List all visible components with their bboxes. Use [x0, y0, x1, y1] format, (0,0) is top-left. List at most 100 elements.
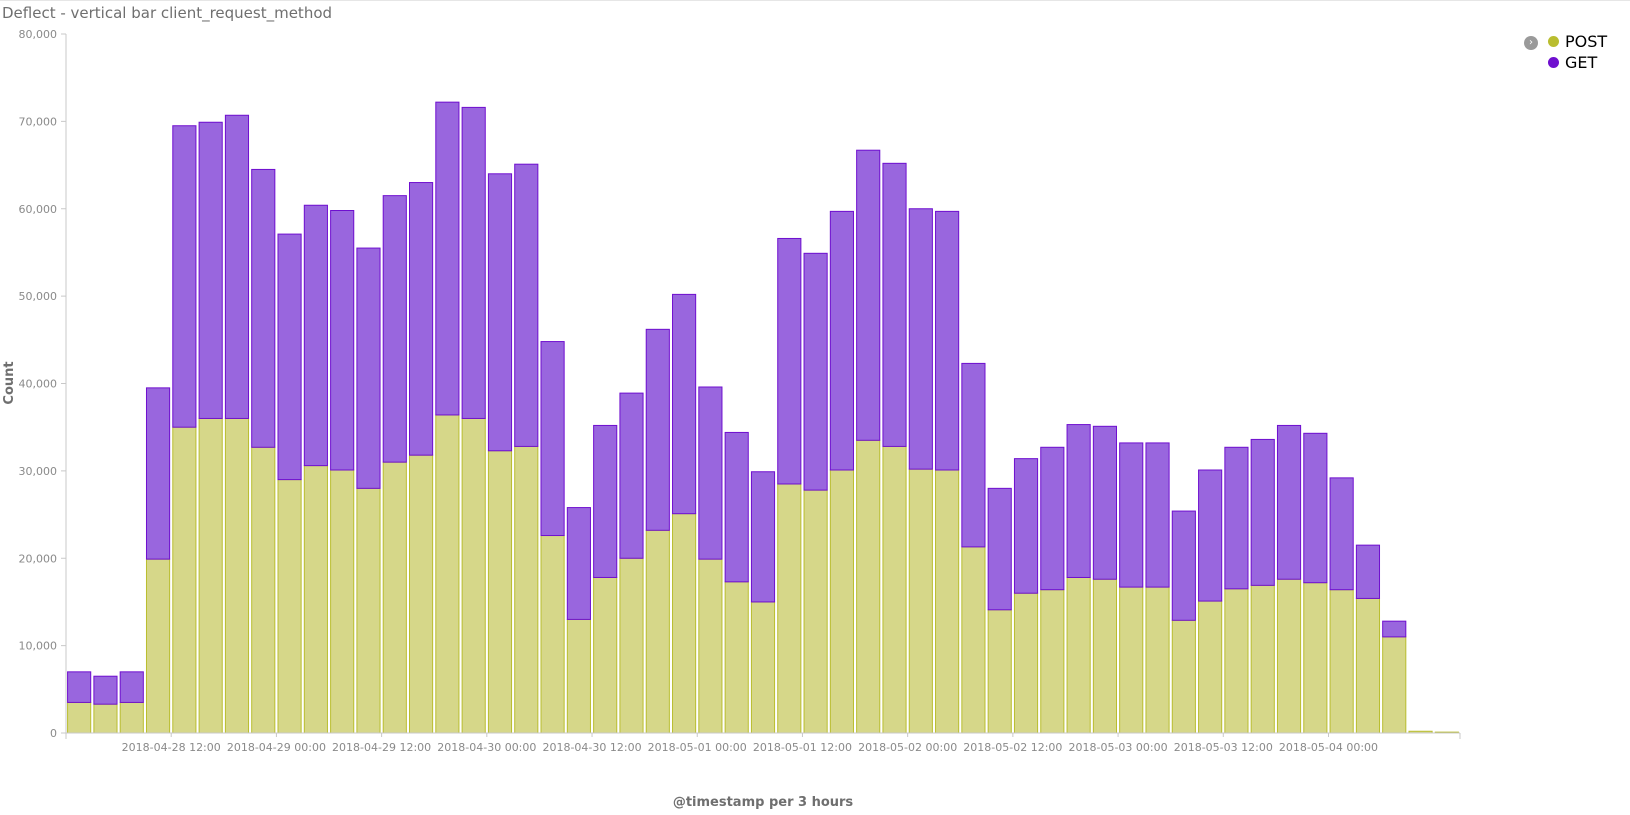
bar-post — [1198, 600, 1223, 734]
bar-post — [698, 558, 723, 734]
y-tick-label: 30,000 — [19, 465, 58, 478]
bar-post — [1171, 619, 1196, 734]
bar-post — [224, 417, 250, 734]
legend-toggle-icon[interactable]: › — [1524, 36, 1538, 50]
x-tick-label: 2018-04-29 12:00 — [332, 741, 431, 754]
bar-post — [1224, 588, 1249, 734]
bar-post — [540, 535, 565, 734]
bar-get — [487, 173, 513, 452]
bar-post — [856, 439, 881, 734]
bar-get — [829, 210, 854, 471]
bars — [67, 101, 1459, 734]
bar-post — [1250, 584, 1275, 734]
bar-get — [1382, 620, 1407, 638]
y-tick-label: 60,000 — [19, 203, 58, 216]
bar-get — [1013, 458, 1039, 594]
bar-get — [724, 431, 749, 583]
bar-post — [1276, 578, 1302, 734]
bar-get — [777, 237, 802, 485]
bar-post — [277, 479, 302, 734]
bar-get — [882, 162, 907, 447]
bar-get — [303, 204, 328, 467]
legend: POST GET — [1548, 31, 1607, 73]
bar-get — [330, 210, 355, 471]
bar-post — [93, 703, 118, 734]
bar-get — [645, 328, 670, 531]
y-tick-label: 50,000 — [19, 290, 58, 303]
bar-get — [251, 168, 276, 448]
bar-get — [1276, 424, 1302, 580]
y-tick-label: 20,000 — [19, 552, 58, 565]
bar-get — [93, 675, 118, 705]
x-tick-label: 2018-04-29 00:00 — [227, 741, 326, 754]
bar-post — [1092, 578, 1117, 734]
bar-post — [356, 487, 381, 734]
bar-get — [461, 106, 486, 419]
bar-post — [198, 417, 223, 734]
bar-get — [1145, 442, 1170, 588]
bar-post — [514, 445, 539, 734]
bar-get — [224, 114, 250, 419]
bar-get — [698, 386, 723, 560]
bar-get — [1119, 442, 1144, 588]
bar-get — [540, 341, 565, 537]
x-tick-label: 2018-05-01 00:00 — [648, 741, 747, 754]
bar-get — [67, 671, 92, 703]
bar-get — [409, 182, 434, 456]
bar-post — [882, 445, 907, 734]
bar-get — [1224, 446, 1249, 590]
bar-post — [382, 461, 407, 734]
bar-post — [303, 465, 328, 734]
x-tick-label: 2018-05-02 00:00 — [858, 741, 957, 754]
bar-get — [514, 163, 539, 447]
x-tick-label: 2018-04-30 12:00 — [542, 741, 641, 754]
bar-get — [566, 507, 591, 620]
bar-post — [1040, 589, 1065, 734]
bar-post — [251, 446, 276, 734]
bar-post — [1145, 586, 1170, 734]
bar-get — [672, 293, 697, 515]
legend-label-get: GET — [1565, 53, 1598, 72]
legend-label-post: POST — [1565, 32, 1608, 51]
bar-get — [1303, 432, 1328, 584]
y-axis-ticks: 0 10,000 20,000 30,000 40,000 50,000 60,000 70,… — [19, 28, 66, 740]
bar-post — [1329, 589, 1354, 734]
x-tick-label: 2018-04-30 00:00 — [437, 741, 536, 754]
bar-get — [1040, 446, 1065, 591]
top-divider — [0, 0, 1630, 1]
y-tick-label: 40,000 — [19, 378, 58, 391]
bar-get — [435, 101, 460, 416]
legend-item-post[interactable]: POST — [1548, 31, 1607, 52]
bar-post — [487, 450, 513, 734]
bar-get — [1250, 438, 1275, 586]
bar-get — [119, 671, 144, 703]
bar-post — [672, 513, 697, 734]
bar-post — [435, 414, 460, 734]
bar-get — [961, 362, 986, 548]
bar-post — [619, 557, 644, 734]
bar-post — [1013, 592, 1039, 734]
bar-post — [461, 417, 486, 734]
bar-post — [1303, 582, 1328, 734]
bar-post — [67, 701, 92, 734]
bar-get — [619, 392, 644, 559]
bar-post — [645, 529, 670, 734]
bar-get — [908, 208, 933, 470]
y-tick-label: 10,000 — [19, 640, 58, 653]
bar-post — [987, 609, 1012, 734]
bar-post — [777, 483, 802, 734]
bar-post — [1119, 586, 1144, 734]
bar-post — [1382, 636, 1407, 734]
bar-get — [1355, 544, 1381, 599]
bar-get — [1329, 477, 1354, 591]
x-tick-label: 2018-05-01 12:00 — [753, 741, 852, 754]
legend-item-get[interactable]: GET — [1548, 52, 1607, 73]
bar-post — [829, 469, 854, 734]
bar-post — [935, 469, 960, 734]
bar-post — [961, 546, 986, 734]
bar-post — [750, 601, 776, 734]
bar-get — [382, 195, 407, 463]
bar-get — [1066, 424, 1091, 578]
x-tick-label: 2018-05-02 12:00 — [963, 741, 1062, 754]
